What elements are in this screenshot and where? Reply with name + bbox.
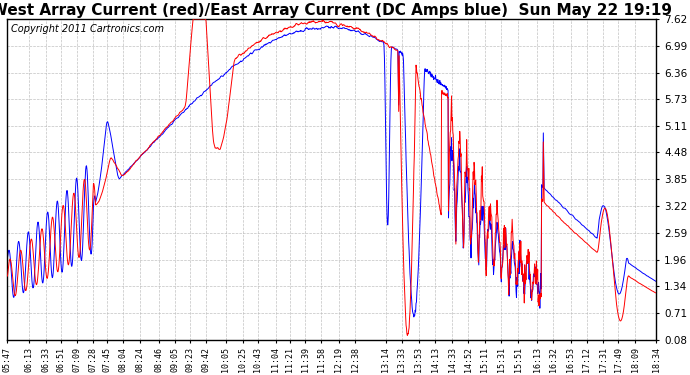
Title: West Array Current (red)/East Array Current (DC Amps blue)  Sun May 22 19:19: West Array Current (red)/East Array Curr… (0, 3, 672, 18)
Text: Copyright 2011 Cartronics.com: Copyright 2011 Cartronics.com (10, 24, 164, 34)
